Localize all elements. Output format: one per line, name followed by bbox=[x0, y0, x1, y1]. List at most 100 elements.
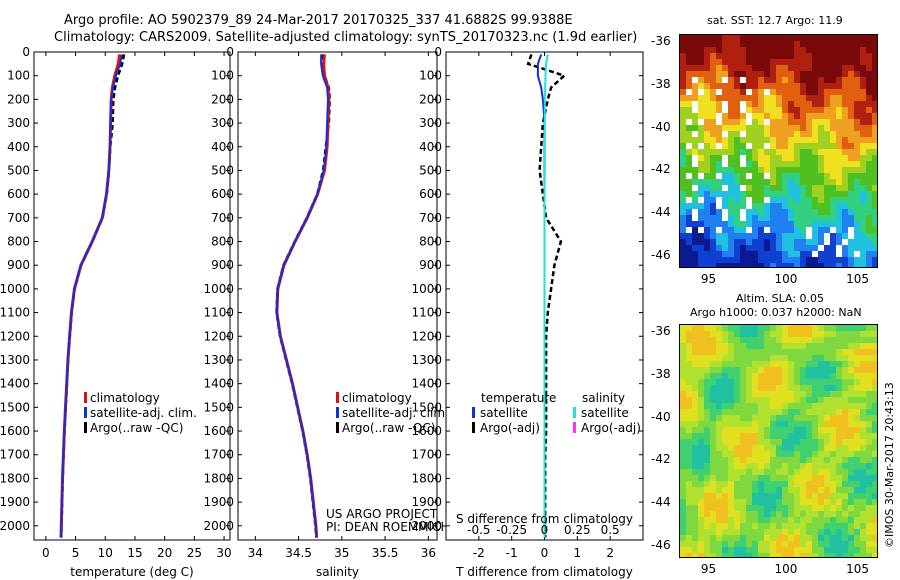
sst-cell bbox=[866, 221, 872, 227]
sla-cell bbox=[716, 325, 722, 331]
sst-cell bbox=[740, 257, 746, 263]
sla-cell bbox=[860, 499, 866, 505]
sla-cell bbox=[818, 481, 824, 487]
sst-cell bbox=[788, 101, 794, 107]
sst-cell bbox=[794, 215, 800, 221]
sla-cell bbox=[854, 517, 860, 523]
sst-cell bbox=[806, 143, 812, 149]
sla-cell bbox=[734, 535, 740, 541]
sla-cell bbox=[866, 433, 872, 439]
sla-cell bbox=[770, 427, 776, 433]
sst-cell bbox=[800, 221, 806, 227]
sst-cell bbox=[872, 197, 877, 203]
sst-cell bbox=[860, 83, 866, 89]
sla-cell bbox=[818, 367, 824, 373]
sst-cell bbox=[704, 167, 710, 173]
sla-cell bbox=[698, 373, 704, 379]
sst-cell bbox=[716, 263, 722, 267]
sla-cell bbox=[818, 523, 824, 529]
sla-cell bbox=[680, 445, 686, 451]
sla-cell bbox=[752, 451, 758, 457]
sla-cell bbox=[800, 427, 806, 433]
sst-cell bbox=[866, 95, 872, 101]
sst-cell bbox=[866, 41, 872, 47]
sla-cell bbox=[806, 373, 812, 379]
sst-cell bbox=[794, 239, 800, 245]
sst-cell bbox=[728, 221, 734, 227]
sst-cell bbox=[698, 149, 704, 155]
sla-cell bbox=[686, 529, 692, 535]
sla-y-tick-label: -44 bbox=[651, 495, 671, 510]
sst-cell bbox=[710, 119, 716, 125]
sst-cell bbox=[800, 77, 806, 83]
sla-cell bbox=[752, 529, 758, 535]
sla-cell bbox=[752, 475, 758, 481]
sla-cell bbox=[806, 511, 812, 517]
sst-cell bbox=[764, 71, 770, 77]
sla-cell bbox=[860, 553, 866, 557]
sla-cell bbox=[710, 499, 716, 505]
sla-cell bbox=[794, 451, 800, 457]
sla-cell bbox=[752, 403, 758, 409]
sla-cell bbox=[686, 391, 692, 397]
sst-cell bbox=[812, 155, 818, 161]
sst-cell bbox=[788, 179, 794, 185]
sla-cell bbox=[680, 499, 686, 505]
sst-cell bbox=[776, 119, 782, 125]
sla-cell bbox=[686, 499, 692, 505]
sla-cell bbox=[752, 457, 758, 463]
sst-cell bbox=[812, 245, 818, 251]
sst-cell bbox=[812, 143, 818, 149]
y-tick-label: 300 bbox=[211, 116, 234, 130]
sst-cell bbox=[746, 113, 752, 119]
sla-cell bbox=[824, 433, 830, 439]
sst-cell bbox=[722, 125, 728, 131]
sla-cell bbox=[800, 475, 806, 481]
sst-cell bbox=[758, 221, 764, 227]
sla-cell bbox=[710, 469, 716, 475]
sla-cell bbox=[788, 403, 794, 409]
sst-cell bbox=[842, 95, 848, 101]
sst-cell bbox=[782, 89, 788, 95]
sst-cell bbox=[752, 107, 758, 113]
x-tick-label: 34.5 bbox=[285, 546, 312, 560]
sla-cell bbox=[734, 373, 740, 379]
sla-cell bbox=[692, 385, 698, 391]
sst-cell bbox=[716, 47, 722, 53]
sst-cell bbox=[692, 113, 698, 119]
x-secondary-tick-label: -0.25 bbox=[496, 523, 527, 537]
sst-cell bbox=[770, 257, 776, 263]
sst-cell bbox=[836, 197, 842, 203]
sst-cell bbox=[842, 191, 848, 197]
sla-cell bbox=[830, 553, 836, 557]
sla-cell bbox=[686, 415, 692, 421]
sst-cell bbox=[764, 131, 770, 137]
sst-cell bbox=[860, 239, 866, 245]
sla-cell bbox=[782, 541, 788, 547]
sla-cell bbox=[710, 541, 716, 547]
sla-cell bbox=[764, 325, 770, 331]
sst-cell bbox=[794, 119, 800, 125]
sst-cell bbox=[740, 155, 746, 161]
sla-cell bbox=[800, 367, 806, 373]
sla-cell bbox=[704, 391, 710, 397]
sst-cell bbox=[692, 119, 698, 125]
sst-cell bbox=[824, 197, 830, 203]
sla-cell bbox=[758, 541, 764, 547]
sst-cell bbox=[830, 167, 836, 173]
sst-cell bbox=[734, 245, 740, 251]
sla-cell bbox=[704, 415, 710, 421]
sla-cell bbox=[692, 547, 698, 553]
sst-cell bbox=[686, 263, 692, 267]
sla-cell bbox=[710, 343, 716, 349]
sst-cell bbox=[854, 263, 860, 267]
sla-cell bbox=[698, 325, 704, 331]
sla-cell bbox=[686, 475, 692, 481]
sla-cell bbox=[794, 517, 800, 523]
sla-cell bbox=[866, 421, 872, 427]
sst-cell bbox=[716, 233, 722, 239]
sla-cell bbox=[818, 463, 824, 469]
sst-cell bbox=[722, 227, 728, 233]
sst-cell bbox=[752, 221, 758, 227]
sla-cell bbox=[794, 355, 800, 361]
